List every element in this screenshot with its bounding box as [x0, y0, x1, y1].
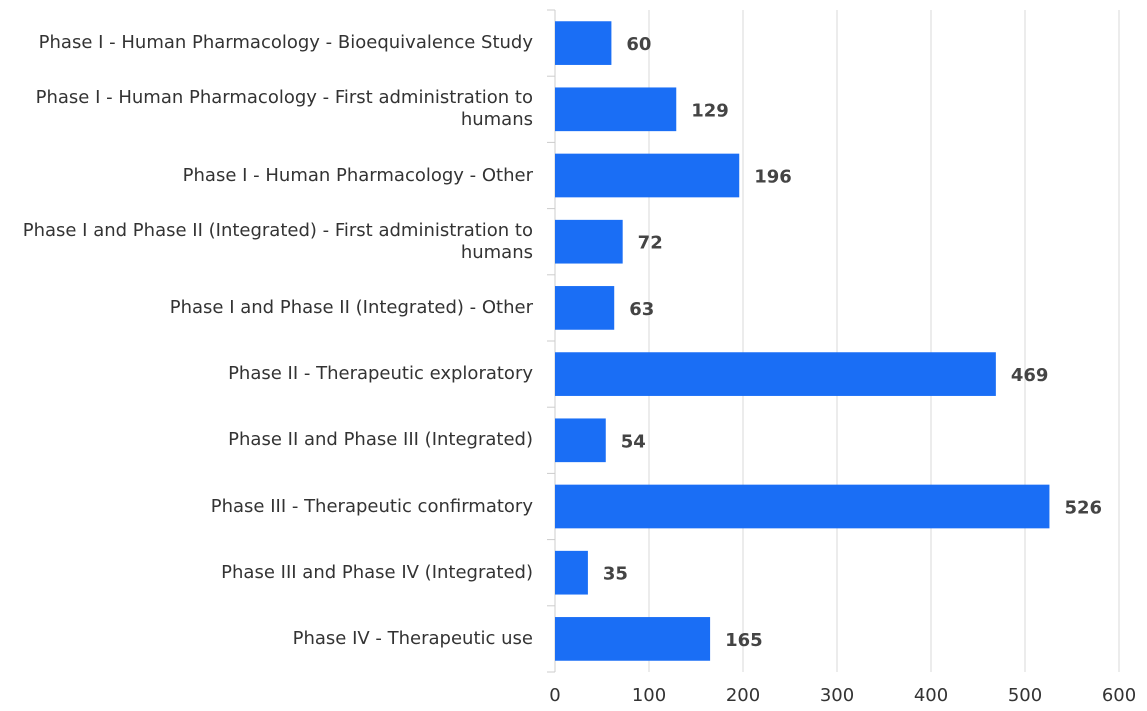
x-tick-label: 600	[1102, 685, 1136, 706]
bar	[555, 484, 1050, 529]
data-label: 165	[725, 630, 763, 651]
bar	[555, 21, 612, 65]
x-tick-label: 100	[632, 685, 666, 706]
y-tick-label: Phase III and Phase IV (Integrated)	[221, 561, 533, 583]
x-tick-label: 0	[549, 685, 560, 706]
y-tick-label: Phase II - Therapeutic exploratory	[228, 363, 533, 385]
x-tick-label: 200	[726, 685, 760, 706]
y-tick-label: Phase III - Therapeutic confirmatory	[210, 495, 533, 517]
data-label: 35	[603, 564, 628, 585]
data-label: 63	[629, 299, 654, 320]
y-tick-label: Phase IV - Therapeutic use	[292, 627, 533, 649]
bar	[555, 352, 996, 396]
data-label: 72	[638, 233, 663, 254]
x-tick-label: 300	[820, 685, 854, 706]
x-tick-label: 500	[1008, 685, 1042, 706]
data-label: 60	[626, 34, 651, 55]
bar	[555, 219, 623, 264]
bar	[555, 418, 606, 463]
x-tick-label: 400	[914, 685, 948, 706]
y-tick-label: Phase I and Phase II (Integrated) - Firs…	[22, 219, 533, 263]
data-label: 54	[621, 431, 646, 452]
y-tick-label: Phase I - Human Pharmacology - First adm…	[35, 87, 533, 131]
y-tick-label: Phase II and Phase III (Integrated)	[228, 429, 533, 451]
y-tick-label: Phase I - Human Pharmacology - Bioequiva…	[38, 32, 533, 54]
bar	[555, 87, 677, 132]
data-label: 129	[691, 100, 729, 121]
data-label: 469	[1011, 365, 1049, 386]
bar	[555, 286, 615, 330]
bar	[555, 617, 711, 661]
data-label: 196	[754, 167, 792, 188]
y-tick-label: Phase I and Phase II (Integrated) - Othe…	[169, 296, 533, 318]
bar	[555, 550, 588, 595]
bar	[555, 153, 740, 198]
data-label: 526	[1064, 498, 1102, 519]
y-tick-label: Phase I - Human Pharmacology - Other	[182, 164, 533, 186]
